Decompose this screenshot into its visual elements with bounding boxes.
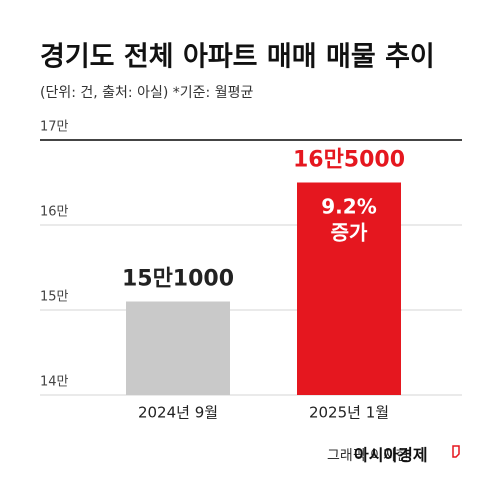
- annotation: 증가: [331, 221, 368, 245]
- publisher-logo: [452, 445, 460, 458]
- x-tick-label: 2025년 1월: [309, 404, 389, 422]
- chart-subtitle: (단위: 건, 출처: 아실) *기준: 월평균: [40, 85, 253, 101]
- value-label: 15만1000: [122, 267, 234, 292]
- y-tick-label: 14만: [40, 375, 69, 390]
- chart-title: 경기도 전체 아파트 매매 매물 추이: [40, 42, 435, 73]
- y-tick-label: 16만: [40, 205, 69, 220]
- value-label: 16만5000: [293, 148, 405, 173]
- bar: [297, 182, 401, 395]
- y-tick-label: 17만: [40, 120, 69, 135]
- credit: 그래픽 이지현: [327, 448, 409, 464]
- bar: [126, 301, 230, 395]
- publisher: 아시아경제: [354, 446, 428, 465]
- y-tick-label: 15만: [40, 290, 69, 305]
- annotation: 9.2%: [321, 195, 376, 219]
- x-tick-label: 2024년 9월: [138, 404, 218, 422]
